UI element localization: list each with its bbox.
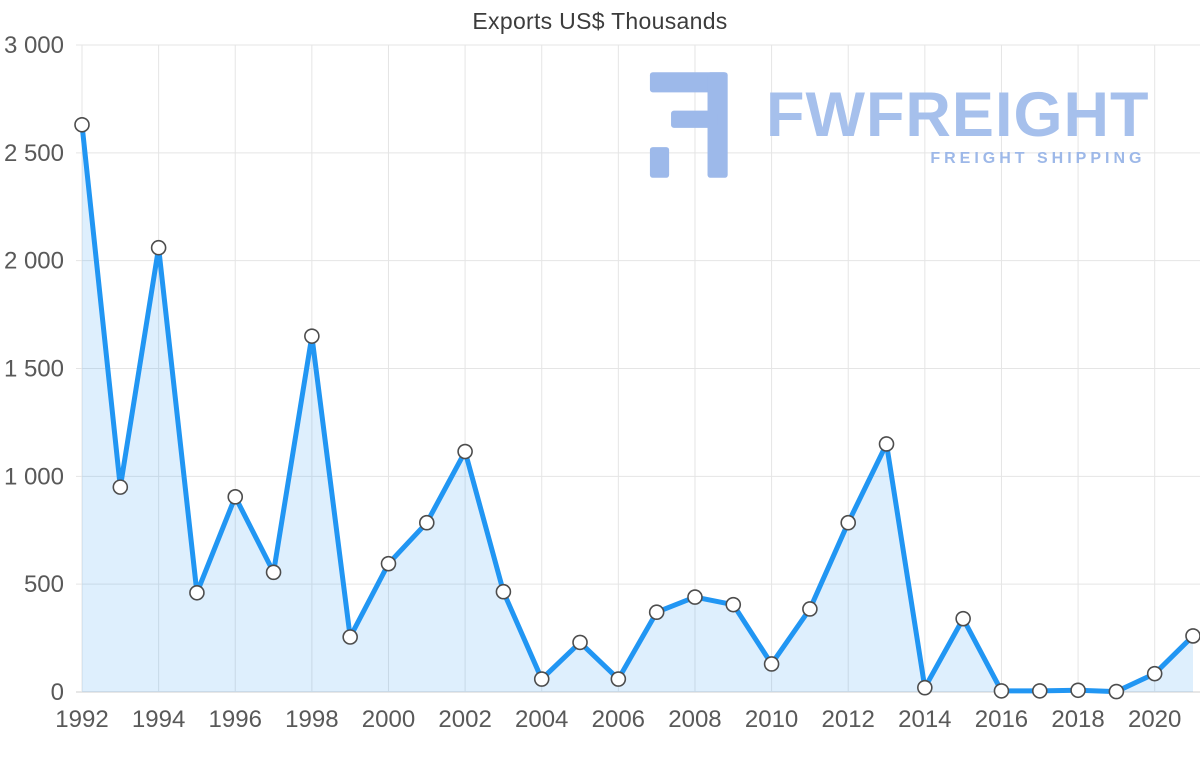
chart-marker: [342, 629, 358, 645]
x-tick-label: 1992: [55, 706, 108, 733]
fwfreight-logo-icon: [649, 72, 728, 178]
chart-marker: [112, 479, 129, 495]
chart-marker: [725, 596, 742, 613]
x-tick-label: 2008: [668, 706, 721, 733]
chart-marker: [74, 116, 90, 133]
chart-marker: [648, 604, 665, 621]
chart-marker: [150, 239, 167, 256]
x-tick-label: 1998: [285, 706, 338, 733]
chart-marker: [917, 679, 933, 696]
chart-marker: [802, 601, 818, 617]
x-tick-label: 2016: [975, 706, 1028, 733]
y-tick-label: 1 000: [4, 463, 64, 490]
y-tick-label: 3 000: [4, 32, 64, 59]
chart-marker: [457, 443, 473, 460]
chart-marker: [189, 584, 205, 601]
x-tick-label: 2002: [438, 706, 491, 733]
chart-marker: [993, 683, 1010, 699]
x-tick-label: 2004: [515, 706, 568, 733]
chart-marker: [1031, 683, 1048, 699]
y-tick-label: 500: [24, 571, 64, 598]
chart-marker: [265, 564, 282, 581]
chart-area-fill: [82, 124, 1193, 692]
x-tick-label: 2020: [1128, 706, 1181, 733]
chart-marker: [1108, 683, 1125, 700]
chart-marker: [687, 589, 703, 605]
chart-marker: [572, 634, 588, 651]
chart-marker: [227, 489, 244, 505]
chart-marker: [380, 555, 397, 572]
chart-marker: [610, 671, 627, 687]
watermark-brand-text: FWFREIGHT: [766, 79, 1150, 150]
chart-marker: [304, 328, 320, 344]
y-tick-label: 0: [51, 679, 64, 706]
y-tick-label: 1 500: [4, 356, 64, 383]
chart-marker: [1070, 682, 1086, 699]
chart-marker: [495, 583, 512, 600]
x-tick-label: 2010: [745, 706, 798, 733]
x-tick-label: 1996: [209, 706, 262, 733]
watermark-text: FWFREIGHT FREIGHT SHIPPING: [766, 82, 1149, 168]
x-tick-label: 2006: [592, 706, 645, 733]
y-tick-label: 2 000: [4, 248, 64, 275]
chart-marker: [840, 514, 857, 531]
x-tick-label: 2018: [1051, 706, 1104, 733]
chart-marker: [1185, 628, 1200, 644]
x-tick-label: 2000: [362, 706, 415, 733]
x-tick-label: 1994: [132, 706, 185, 733]
chart-marker: [1146, 665, 1163, 682]
chart-marker: [955, 610, 971, 627]
watermark-tagline-text: FREIGHT SHIPPING: [930, 150, 1146, 168]
chart-marker: [533, 671, 550, 687]
chart-title: Exports US$ Thousands: [472, 8, 728, 34]
x-tick-label: 2014: [898, 706, 951, 733]
chart-marker: [763, 656, 780, 672]
y-tick-label: 2 500: [4, 140, 64, 167]
chart-marker: [418, 514, 435, 531]
chart-marker: [878, 436, 895, 452]
x-tick-label: 2012: [822, 706, 875, 733]
fwfreight-watermark: FWFREIGHT FREIGHT SHIPPING: [648, 66, 1149, 184]
